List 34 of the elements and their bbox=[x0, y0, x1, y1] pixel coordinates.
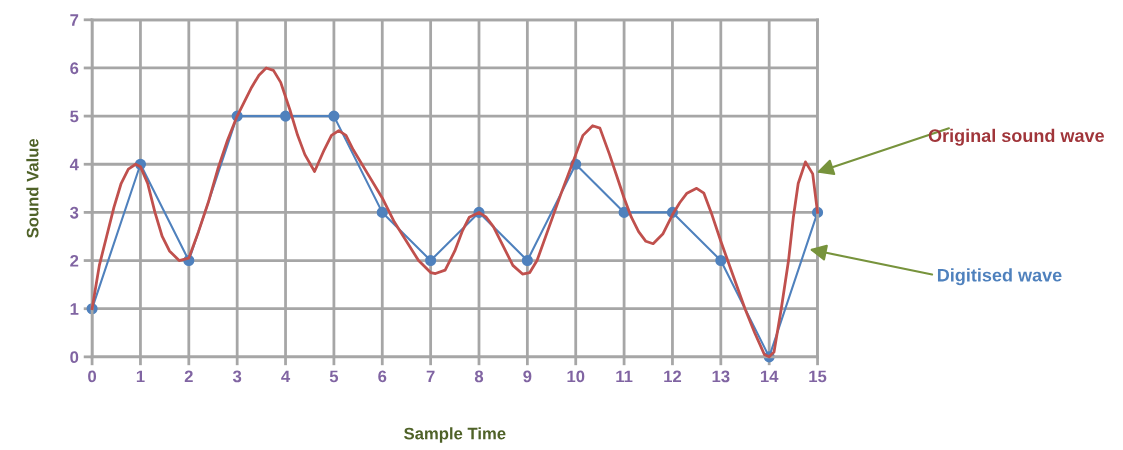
y-tick-label: 0 bbox=[70, 351, 79, 364]
x-tick-label: 6 bbox=[378, 370, 387, 383]
x-tick-label: 4 bbox=[281, 370, 291, 383]
point bbox=[715, 254, 727, 267]
x-tick-label: 13 bbox=[712, 370, 730, 383]
point bbox=[521, 254, 533, 267]
x-tick-label: 8 bbox=[474, 370, 484, 383]
x-tick-label: 7 bbox=[426, 370, 435, 383]
y-tick-label: 7 bbox=[70, 14, 79, 26]
y-tick-label: 6 bbox=[70, 62, 79, 75]
x-tick-label: 10 bbox=[567, 370, 585, 383]
y-tick-label: 2 bbox=[70, 254, 79, 267]
y-tick-label: 1 bbox=[70, 303, 79, 315]
x-tick-label: 3 bbox=[232, 370, 242, 383]
x-tick-label: 5 bbox=[329, 370, 339, 383]
x-tick-label: 9 bbox=[523, 370, 532, 383]
text: Digitised wave bbox=[937, 268, 1062, 286]
x-axis-title: Sample Time bbox=[404, 427, 506, 443]
y-tick-label: 3 bbox=[70, 206, 79, 219]
point bbox=[328, 110, 340, 122]
x-tick-label: 15 bbox=[809, 370, 827, 383]
point bbox=[425, 254, 437, 267]
x-tick-label: 2 bbox=[184, 370, 193, 383]
x-tick-label: 0 bbox=[88, 370, 97, 383]
text: Original sound wave bbox=[928, 128, 1104, 146]
x-tick-label: 12 bbox=[664, 370, 682, 383]
y-tick-label: 5 bbox=[70, 110, 79, 123]
x-tick-label: 1 bbox=[136, 370, 145, 383]
y-axis-title: Sound Value bbox=[26, 138, 39, 238]
x-tick-label: 11 bbox=[616, 370, 633, 383]
x-tick-label: 14 bbox=[760, 370, 779, 383]
point bbox=[376, 206, 388, 218]
y-tick-label: 4 bbox=[69, 158, 79, 171]
point bbox=[279, 110, 292, 122]
